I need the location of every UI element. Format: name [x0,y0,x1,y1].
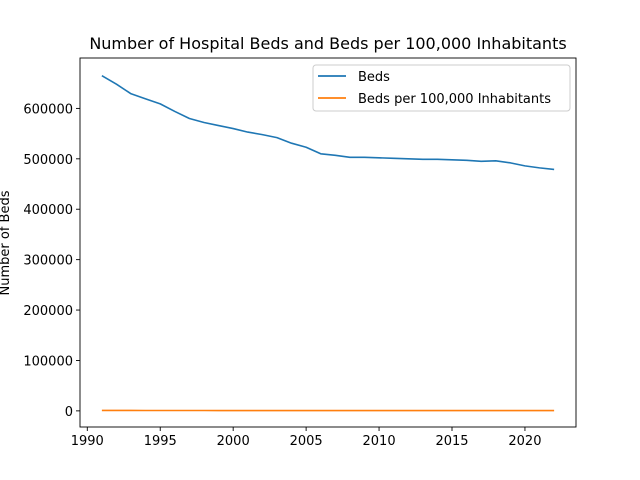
x-tick-label: 1995 [144,434,177,449]
legend-box [312,64,571,112]
x-tick-label: 2000 [217,434,250,449]
y-axis-title: Number of Beds [0,190,13,295]
plot-area: 1990 1995 2000 2005 2010 2015 2020 0 100000 20000… [23,57,577,449]
x-tick-label: 2010 [363,434,396,449]
y-tick-label: 500000 [23,153,73,168]
y-tick-label: 0 [65,405,73,420]
y-tick-label: 100000 [23,354,73,369]
y-tick-label: 200000 [23,304,73,319]
y-tick-label: 300000 [23,254,73,269]
x-tick-label: 2005 [290,434,323,449]
legend-label: Beds per 100,000 Inhabitants [358,92,551,107]
x-tick-label: 1990 [71,434,104,449]
series-line-beds [101,74,555,171]
legend: Beds Beds per 100,000 Inhabitants [312,64,571,112]
y-tick-label: 600000 [23,102,73,117]
x-tick-label: 2020 [508,434,541,449]
legend-label: Beds [358,70,390,85]
chart-title: Number of Hospital Beds and Beds per 100… [89,34,566,53]
y-tick-label: 400000 [23,203,73,218]
plot-frame [79,57,577,428]
x-tick-label: 2015 [435,434,468,449]
